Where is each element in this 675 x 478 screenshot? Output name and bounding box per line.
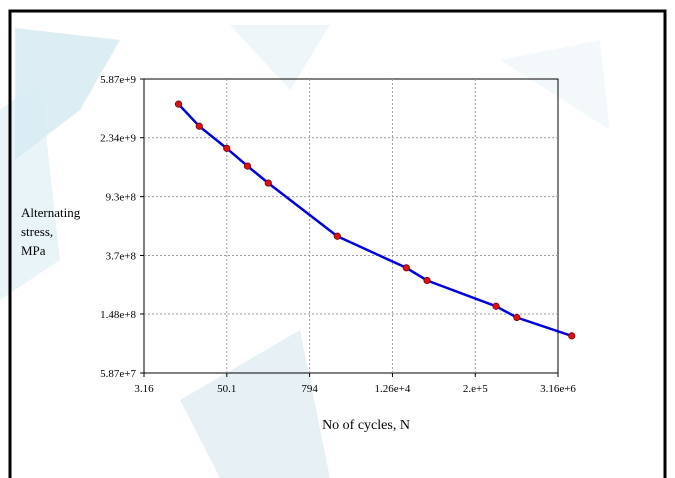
data-point [195, 122, 203, 130]
y-axis-label-line: stress, [21, 224, 53, 239]
data-point [513, 313, 521, 322]
y-tick-label: 3.7e+8 [106, 250, 137, 262]
data-point [174, 100, 183, 108]
grid [144, 79, 558, 373]
x-tick-label: 1.26e+4 [375, 383, 411, 395]
y-tick-label: 2.34e+9 [100, 133, 136, 145]
figure-frame [8, 9, 667, 478]
series-layer [174, 100, 576, 340]
y-axis-label-line: MPa [21, 243, 46, 258]
x-axis-label: No of cycles, N [322, 418, 410, 433]
x-tick-label: 3.16 [134, 383, 154, 395]
y-axis-label: Alternating stress, MPa [21, 205, 81, 258]
plot-area [143, 78, 559, 374]
x-tick-label: 50.1 [217, 383, 236, 395]
data-point [333, 232, 341, 240]
data-point [223, 144, 231, 152]
series-line [177, 103, 573, 338]
y-axis-ticks: 5.87e+7 1.48e+8 3.7e+8 9.3e+8 2.34e+9 5.87e+9 [100, 74, 144, 380]
y-tick-label: 9.3e+8 [106, 192, 137, 204]
background-watermark [0, 25, 610, 478]
x-tick-label: 2.e+5 [463, 383, 488, 395]
data-point [264, 179, 272, 187]
data-point [492, 302, 500, 310]
y-tick-label: 5.87e+9 [100, 74, 136, 86]
x-tick-label: 794 [301, 383, 318, 395]
y-axis-label-line: Alternating [21, 205, 81, 220]
x-tick-label: 3.16e+6 [540, 383, 576, 395]
data-point [423, 276, 431, 285]
data-point [402, 264, 410, 272]
data-point [243, 162, 252, 170]
y-tick-label: 5.87e+7 [100, 368, 136, 380]
data-point [568, 332, 576, 340]
x-axis-ticks: 3.16 50.1 794 1.26e+4 2.e+5 3.16e+6 [134, 373, 576, 395]
y-tick-label: 1.48e+8 [100, 309, 136, 321]
